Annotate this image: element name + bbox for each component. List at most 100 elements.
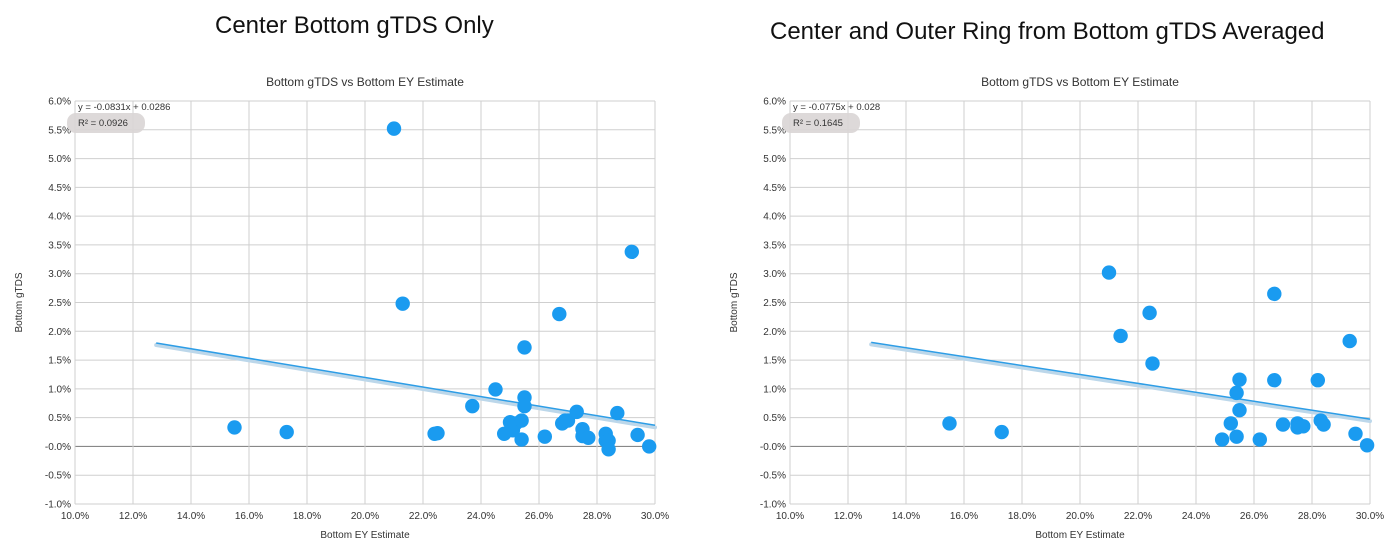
y-tick-label: 5.5% (763, 125, 786, 136)
data-point (1359, 438, 1375, 453)
r-squared-label: R² = 0.0926 (78, 118, 128, 129)
data-point (465, 398, 480, 414)
data-point (1342, 333, 1357, 349)
data-point (430, 425, 445, 441)
y-tick-label: 2.5% (48, 298, 71, 309)
data-point (1267, 373, 1282, 388)
x-tick-label: 20.0% (1066, 511, 1094, 522)
x-tick-label: 14.0% (892, 511, 920, 522)
data-point (514, 413, 529, 428)
y-tick-label: 1.5% (48, 356, 71, 367)
data-point (1142, 305, 1157, 321)
trend-equation: y = -0.0831x + 0.0286 (78, 102, 170, 113)
data-point (227, 420, 242, 435)
y-tick-label: 4.5% (48, 183, 71, 194)
x-tick-label: 18.0% (293, 511, 321, 522)
x-tick-label: 20.0% (351, 511, 379, 522)
data-point (624, 244, 639, 260)
data-point (1223, 416, 1238, 431)
data-point (552, 306, 567, 322)
y-tick-label: -0.0% (760, 442, 786, 453)
chart-title: Bottom gTDS vs Bottom EY Estimate (981, 75, 1179, 89)
x-tick-label: 30.0% (641, 511, 669, 522)
x-tick-label: 14.0% (177, 511, 205, 522)
data-point (569, 404, 584, 420)
data-point (1252, 432, 1267, 447)
y-tick-label: 3.5% (48, 240, 71, 251)
x-tick-label: 26.0% (525, 511, 553, 522)
data-point (630, 427, 645, 443)
chart-heading-left: Center Bottom gTDS Only (215, 12, 494, 39)
data-point (517, 398, 532, 414)
x-tick-label: 22.0% (1124, 511, 1152, 522)
x-tick-label: 28.0% (583, 511, 611, 522)
y-tick-label: 0.5% (763, 413, 786, 424)
y-tick-label: -1.0% (760, 500, 786, 511)
scatter-chart-right: Bottom gTDS vs Bottom EY Estimate -1.0% -0… (729, 75, 1384, 541)
y-tick-label: -0.5% (760, 471, 786, 482)
data-point (514, 432, 529, 447)
y-tick-label: 4.0% (763, 212, 786, 223)
r-squared-badge (67, 113, 145, 133)
y-axis-label: Bottom gTDS (729, 272, 740, 332)
data-point (488, 382, 503, 397)
y-tick-label: -0.0% (45, 442, 71, 453)
x-tick-label: 18.0% (1008, 511, 1036, 522)
data-point (279, 424, 294, 440)
data-point (1348, 426, 1363, 441)
data-point (517, 340, 532, 355)
data-point (942, 416, 957, 431)
data-point (1296, 419, 1311, 434)
x-tick-label: 30.0% (1356, 511, 1384, 522)
y-tick-label: -1.0% (45, 500, 71, 511)
data-point (581, 430, 596, 445)
data-point (610, 405, 625, 421)
y-tick-label: 1.0% (763, 384, 786, 395)
y-tick-label: 2.0% (763, 327, 786, 338)
r-squared-badge (782, 113, 860, 133)
chart-title: Bottom gTDS vs Bottom EY Estimate (266, 75, 464, 89)
y-tick-label: 1.0% (48, 384, 71, 395)
data-point (1316, 417, 1331, 432)
y-tick-label: 0.5% (48, 413, 71, 424)
x-tick-label: 12.0% (119, 511, 147, 522)
x-tick-label: 26.0% (1240, 511, 1268, 522)
x-tick-label: 10.0% (61, 511, 89, 522)
data-point (1145, 356, 1160, 371)
scatter-chart-left: Bottom gTDS vs Bottom EY Estimate -1.0% -0… (14, 75, 669, 541)
data-point (994, 424, 1009, 440)
data-point (1113, 328, 1128, 344)
y-axis-label: Bottom gTDS (14, 272, 25, 332)
data-point (1229, 429, 1244, 444)
trendline-shadow (869, 342, 1372, 424)
y-tick-label: 5.0% (48, 154, 71, 165)
y-tick-label: -0.5% (45, 471, 71, 482)
y-tick-label: 2.0% (48, 327, 71, 338)
x-tick-label: 28.0% (1298, 511, 1326, 522)
data-point (1310, 373, 1325, 388)
x-tick-label: 10.0% (776, 511, 804, 522)
y-tick-label: 5.0% (763, 154, 786, 165)
trend-equation: y = -0.0775x + 0.028 (793, 102, 880, 113)
x-tick-label: 24.0% (467, 511, 495, 522)
x-axis-label: Bottom EY Estimate (320, 530, 410, 541)
data-point (386, 121, 402, 136)
data-point (601, 442, 616, 457)
y-tick-label: 2.5% (763, 298, 786, 309)
data-point (1232, 372, 1247, 387)
data-point (1232, 402, 1247, 418)
y-tick-label: 1.5% (763, 356, 786, 367)
data-point (1267, 286, 1282, 302)
r-squared-label: R² = 0.1645 (793, 118, 843, 129)
y-tick-label: 3.5% (763, 240, 786, 251)
y-tick-label: 4.0% (48, 212, 71, 223)
data-point (1229, 385, 1244, 401)
data-point (1275, 417, 1291, 432)
trendline (871, 341, 1371, 420)
y-tick-label: 6.0% (48, 97, 71, 108)
x-tick-label: 16.0% (235, 511, 263, 522)
y-tick-label: 3.0% (48, 269, 71, 280)
y-tick-label: 5.5% (48, 125, 71, 136)
data-point (1214, 432, 1230, 447)
chart-heading-right: Center and Outer Ring from Bottom gTDS A… (770, 18, 1325, 45)
